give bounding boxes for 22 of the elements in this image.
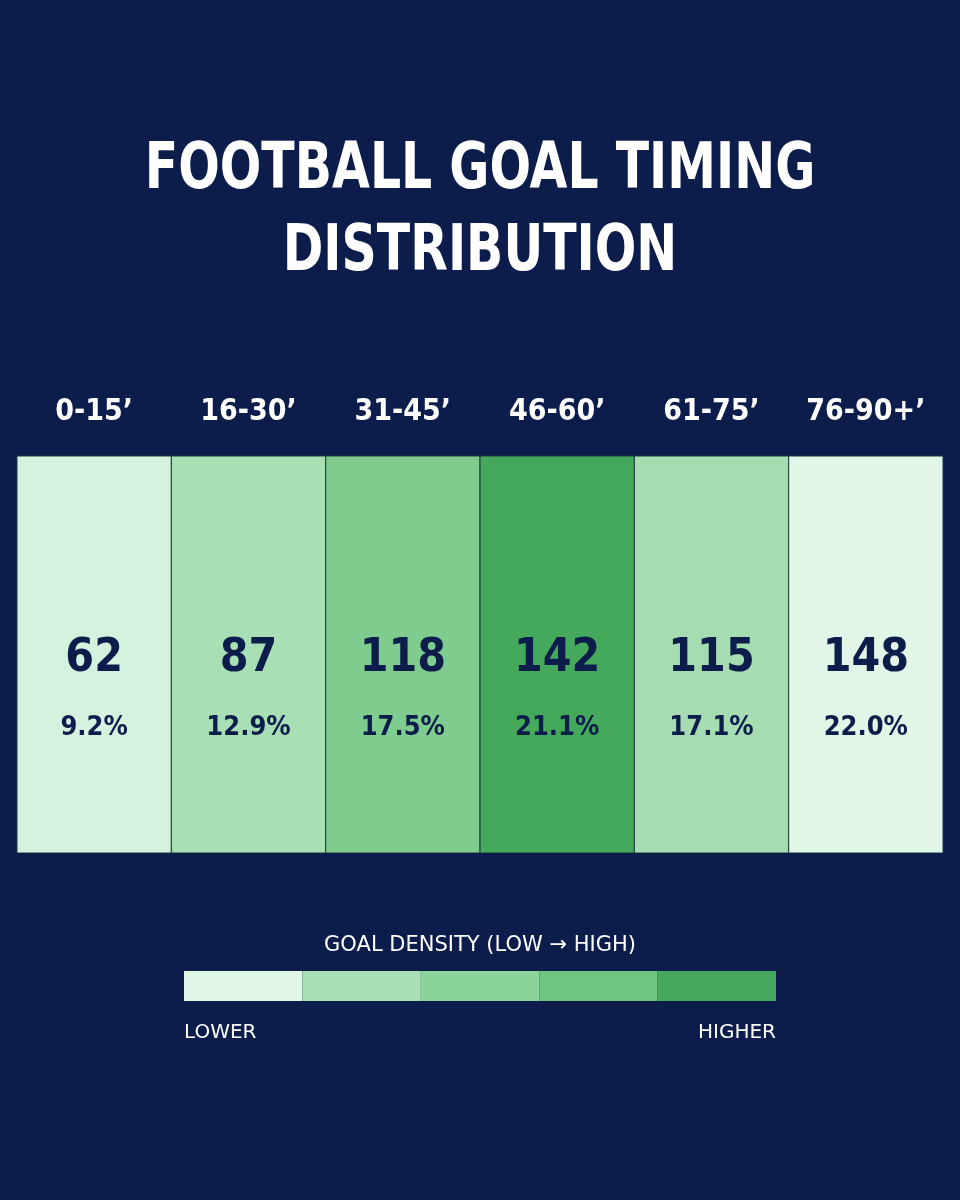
data-label: 62 xyxy=(65,627,123,682)
annotation: 21.1% xyxy=(515,709,600,741)
x-tick-label: 0-15’ xyxy=(55,392,134,427)
chart-title: FOOTBALL GOAL TIMING DISTRIBUTION xyxy=(143,128,817,287)
annotation: 17.1% xyxy=(669,709,754,741)
x-tick-label: 76-90+’ xyxy=(806,392,926,427)
x-tick-label: 31-45’ xyxy=(354,392,452,427)
annotation: 12.9% xyxy=(206,709,291,741)
data-label: 148 xyxy=(822,627,910,682)
x-tick-label: 16-30’ xyxy=(200,392,297,427)
data-label: 118 xyxy=(359,627,447,682)
annotation: 22.0% xyxy=(823,709,908,741)
text: LOWER xyxy=(184,1019,257,1043)
annotation: 17.5% xyxy=(360,709,445,741)
annotation: 9.2% xyxy=(60,709,128,741)
color-bar-title: GOAL DENSITY (LOW → HIGH) xyxy=(324,932,636,956)
data-label: 142 xyxy=(513,627,601,682)
data-label: 87 xyxy=(219,627,278,682)
x-tick-label: 46-60’ xyxy=(508,392,606,427)
x-tick-label: 61-75’ xyxy=(663,392,760,427)
data-label: 115 xyxy=(668,627,755,682)
text: HIGHER xyxy=(697,1019,777,1043)
